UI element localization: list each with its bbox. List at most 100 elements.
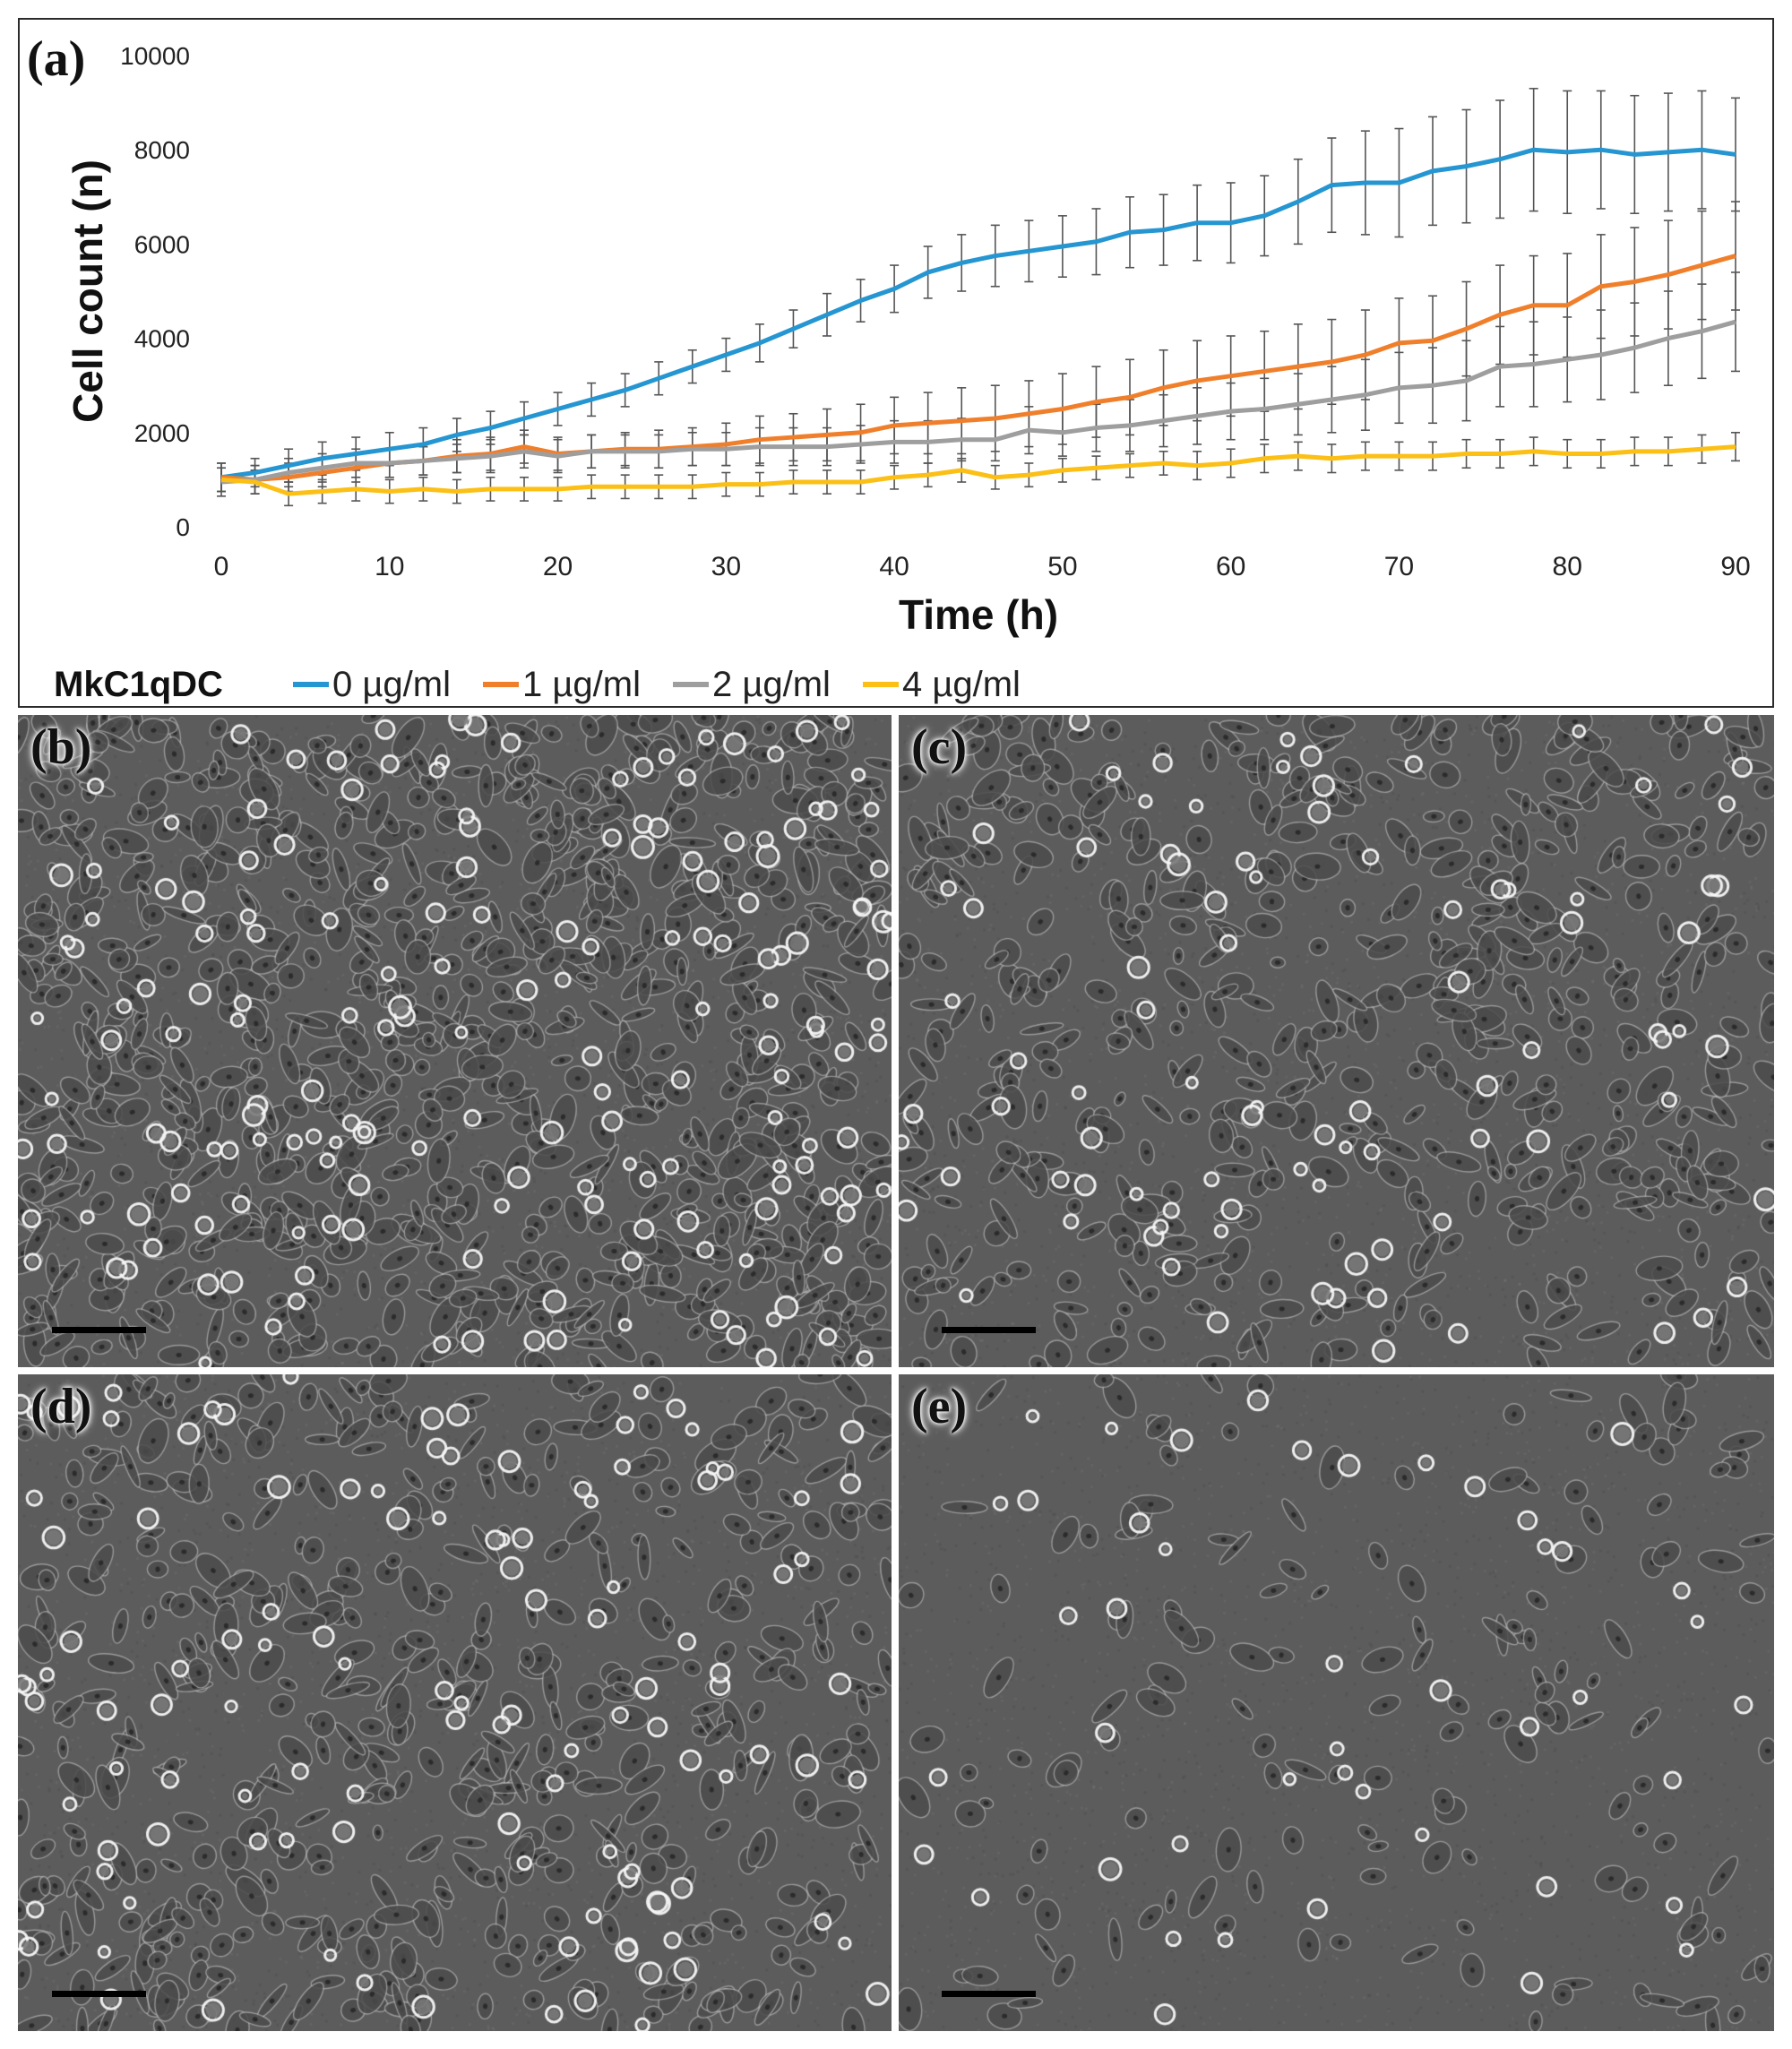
legend-item-3: 4 µg/ml [862, 664, 1021, 705]
panel-label-a: (a) [27, 31, 85, 87]
data-point [557, 455, 559, 457]
data-point [1566, 151, 1568, 153]
scale-bar [52, 1327, 146, 1333]
data-point [759, 439, 761, 441]
data-point [1196, 222, 1198, 224]
data-point [1633, 451, 1635, 452]
data-point [422, 488, 424, 490]
data-point [1331, 361, 1332, 363]
data-point [1163, 229, 1165, 231]
data-point [1398, 387, 1400, 389]
data-point [1230, 462, 1232, 464]
data-point [725, 354, 727, 356]
data-point [1432, 384, 1434, 386]
data-point [1365, 455, 1366, 457]
series-3 [217, 431, 1740, 507]
data-point [1230, 375, 1232, 377]
data-point [1095, 241, 1097, 243]
x-tick-label: 70 [1384, 552, 1414, 581]
data-point [1466, 380, 1468, 382]
data-point [961, 420, 962, 422]
series-line-0 [220, 147, 1736, 480]
data-point [1466, 328, 1468, 330]
legend-swatch-3 [862, 682, 899, 687]
data-point [792, 446, 794, 448]
data-point [489, 427, 491, 429]
data-point [692, 448, 694, 450]
data-point [355, 462, 357, 464]
legend-items: 0 µg/ml 1 µg/ml 2 µg/ml 4 µg/ml [293, 658, 1021, 711]
data-point [1095, 467, 1097, 469]
data-point [1263, 215, 1265, 217]
data-point [322, 458, 323, 460]
legend-label-0: 0 µg/ml [332, 664, 451, 704]
data-point [860, 481, 862, 483]
data-point [422, 443, 424, 445]
data-point [725, 448, 727, 450]
data-point [826, 314, 828, 315]
micrograph-d-label: (d) [30, 1379, 92, 1434]
y-tick-label: 4000 [134, 325, 190, 353]
data-point [1499, 452, 1501, 454]
legend-swatch-1 [482, 682, 519, 687]
data-point [254, 472, 256, 474]
data-point [523, 446, 525, 448]
x-tick-label: 90 [1720, 552, 1750, 581]
data-point [1230, 222, 1232, 224]
legend-label-1: 1 µg/ml [521, 664, 641, 704]
data-point [355, 488, 357, 490]
data-point [1398, 342, 1400, 344]
data-point [927, 474, 929, 476]
data-point [1196, 465, 1198, 467]
data-point [961, 469, 962, 471]
data-point [1432, 170, 1434, 172]
data-point [220, 478, 222, 480]
scale-bar [942, 1991, 1036, 1997]
legend-item-0: 0 µg/ml [293, 665, 451, 705]
legend-item-1: 1 µg/ml [482, 664, 641, 705]
data-point [523, 488, 525, 490]
data-point [1533, 305, 1535, 306]
data-point [1062, 469, 1064, 471]
data-point [1633, 153, 1635, 155]
y-tick-label: 2000 [134, 419, 190, 447]
series-2 [217, 271, 1740, 497]
legend-swatch-0 [293, 682, 329, 687]
data-point [355, 467, 357, 469]
data-point [1566, 305, 1568, 306]
data-point [826, 446, 828, 448]
data-point [961, 439, 962, 441]
y-axis-label: Cell count (n) [65, 159, 111, 423]
data-point [590, 486, 592, 487]
chart-panel: 0 2000 4000 6000 8000 10000 0 10 20 30 40 50 60 70 80 9… [18, 18, 1774, 708]
data-point [692, 366, 694, 367]
data-point [1263, 458, 1265, 460]
legend-label-3: 4 µg/ml [901, 664, 1021, 704]
data-point [389, 462, 391, 464]
data-point [389, 448, 391, 450]
series-line-3 [220, 444, 1736, 496]
data-point [1398, 455, 1400, 457]
y-tick-label: 8000 [134, 136, 190, 164]
data-point [1432, 455, 1434, 457]
data-point [1297, 366, 1299, 367]
data-point [1129, 231, 1131, 233]
data-point [254, 481, 256, 483]
y-tick-label: 0 [176, 513, 190, 541]
data-point [1365, 394, 1366, 396]
data-point [759, 484, 761, 486]
data-point [860, 300, 862, 302]
series-line-1 [220, 254, 1736, 482]
data-point [1196, 380, 1198, 382]
data-point [893, 441, 895, 443]
scale-bar [942, 1327, 1036, 1333]
data-point [1163, 420, 1165, 422]
data-point [927, 422, 929, 424]
data-point [1600, 452, 1602, 454]
legend-item-2: 2 µg/ml [672, 665, 831, 705]
x-tick-label: 30 [711, 552, 741, 581]
data-point [1365, 182, 1366, 184]
y-tick-label: 6000 [134, 230, 190, 258]
series-line-2 [220, 319, 1736, 485]
data-point [1028, 250, 1030, 252]
